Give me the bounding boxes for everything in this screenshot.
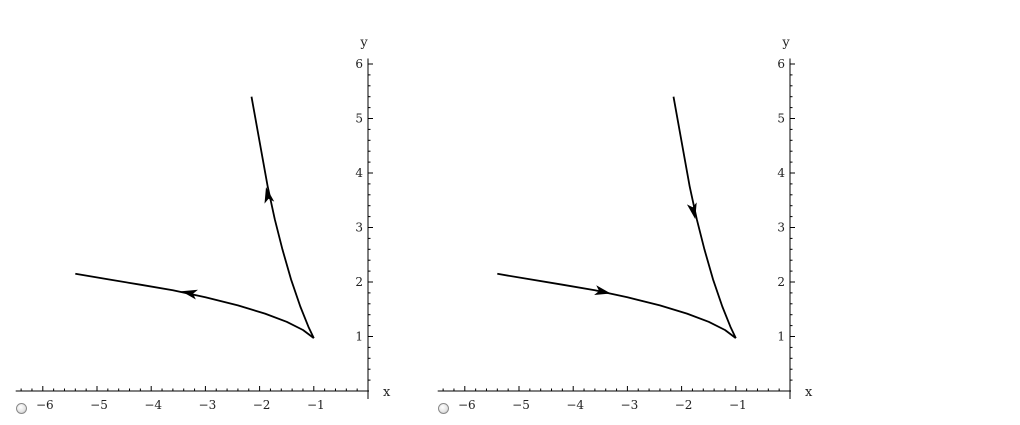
option-2-radio[interactable] [438,403,449,414]
x-tick-label: −5 [90,398,108,412]
x-tick-label: −1 [307,398,325,412]
phase-plot-option-1: −6 −5 −4 −3 −2 −1 1 2 3 4 5 6 x y [15,36,391,412]
y-tick-label: 1 [777,330,785,344]
y-tick-label: 3 [355,221,363,235]
direction-arrow-2 [181,289,198,300]
phase-plot-option-2: −6 −5 −4 −3 −2 −1 1 2 3 4 5 6 x y [437,36,813,412]
y-tick-label: 3 [777,221,785,235]
x-axis-label: x [805,385,813,400]
x-tick-label: −3 [199,398,217,412]
y-tick-label: 6 [355,57,363,71]
y-tick-label: 5 [777,112,785,126]
direction-arrow-1 [686,202,697,220]
x-tick-label: −3 [621,398,639,412]
x-tick-label: −2 [253,398,271,412]
y-tick-label: 2 [355,275,363,289]
x-tick-label: −1 [729,398,747,412]
x-axis-label: x [383,385,391,400]
trajectory-curve-2 [497,272,737,339]
x-tick-label: −2 [675,398,693,412]
trajectory-curve-1 [250,96,315,339]
y-tick-label: 4 [777,166,785,180]
y-axis-label: y [359,36,368,51]
direction-arrow-2 [594,285,611,295]
y-tick-label: 2 [777,275,785,289]
option-1-radio[interactable] [16,403,27,414]
x-tick-label: −4 [566,398,584,412]
y-axis-label: y [781,36,790,51]
y-tick-label: 5 [355,112,363,126]
x-tick-label: −6 [458,398,476,412]
x-tick-label: −6 [36,398,54,412]
y-tick-label: 6 [777,57,785,71]
y-tick-label: 1 [355,330,363,344]
y-tick-label: 4 [355,166,363,180]
trajectory-curve-2 [75,272,315,339]
x-tick-label: −5 [512,398,530,412]
x-tick-label: −4 [144,398,162,412]
direction-arrow-1 [264,186,275,204]
trajectory-curve-1 [672,96,737,339]
